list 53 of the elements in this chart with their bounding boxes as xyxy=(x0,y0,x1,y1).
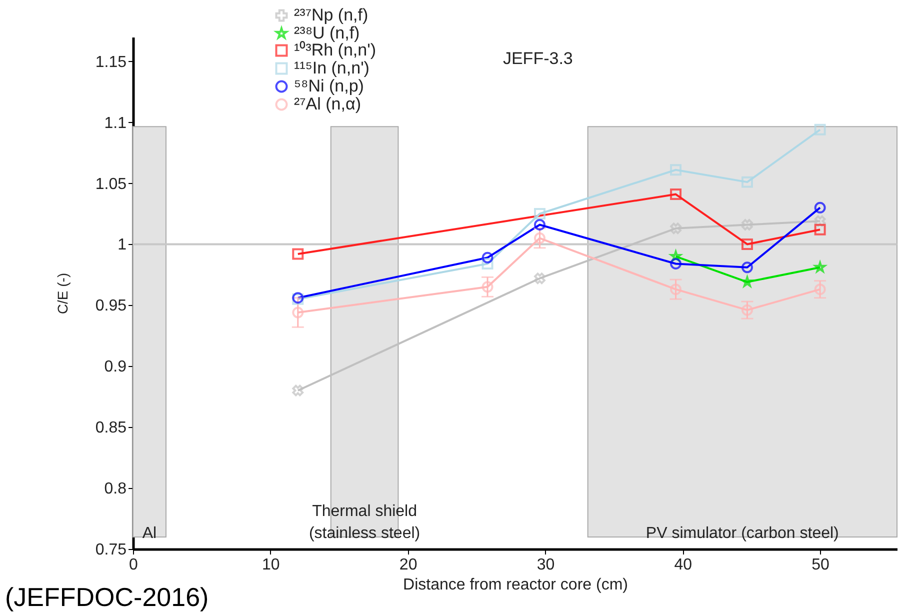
text: JEFF-3.3 xyxy=(502,49,573,68)
point xyxy=(670,258,682,270)
point xyxy=(670,188,682,200)
y-tick-label: 0.85 xyxy=(95,420,127,437)
point xyxy=(292,306,304,318)
point xyxy=(670,222,682,234)
point xyxy=(534,272,546,284)
legend-label: ²³⁷Np (n,f) xyxy=(294,6,368,24)
band-label: PV simulator (carbon steel) xyxy=(646,525,839,542)
point xyxy=(482,281,494,293)
point xyxy=(742,219,753,230)
x-tick-label: 30 xyxy=(536,556,555,574)
point xyxy=(814,224,826,236)
y-tick-label: 0.75 xyxy=(95,542,127,558)
x-tick-label: 50 xyxy=(812,556,830,574)
y-tick-label: 1 xyxy=(118,236,127,254)
legend-label: ²⁷Al (n,α) xyxy=(294,94,361,114)
legend-label: ⁵⁸Ni (n,p) xyxy=(294,76,364,96)
y-tick-label: 1.15 xyxy=(95,54,127,71)
point xyxy=(292,384,304,396)
legend-label: ²³⁸U (n,f) xyxy=(294,24,360,42)
point xyxy=(534,219,546,230)
point xyxy=(814,284,826,296)
point xyxy=(670,284,682,296)
point xyxy=(814,202,826,214)
y-tick-label: 0.8 xyxy=(104,480,127,498)
point xyxy=(482,258,494,270)
point xyxy=(741,238,753,250)
point xyxy=(814,124,826,136)
point xyxy=(670,164,682,176)
y-axis-title: C/E (-) xyxy=(54,272,70,314)
point xyxy=(534,208,546,220)
point xyxy=(482,252,494,264)
y-tick-label: 1.1 xyxy=(104,114,127,132)
y-tick-label: 0.9 xyxy=(104,358,127,376)
y-tick-label: 0.95 xyxy=(95,298,127,315)
x-tick-label: 0 xyxy=(129,556,138,574)
point xyxy=(741,262,753,274)
y-tick-label: 1.05 xyxy=(95,176,127,193)
band-label: Al xyxy=(142,525,157,542)
text: (JEFFDOC-2016) xyxy=(5,582,209,612)
legend-label: ¹¹⁵In (n,n') xyxy=(294,58,370,78)
x-tick-label: 40 xyxy=(674,556,692,574)
point xyxy=(292,248,304,260)
legend-label: ¹⁰³Rh (n,n') xyxy=(294,40,376,60)
band-label: Thermal shield (stainless steel) xyxy=(308,503,420,542)
point xyxy=(741,176,753,188)
x-tick-label: 10 xyxy=(262,556,280,574)
x-axis-title: Distance from reactor core (cm) xyxy=(403,576,628,594)
point xyxy=(741,304,753,316)
x-tick-label: 20 xyxy=(399,556,418,574)
point xyxy=(814,215,826,227)
point xyxy=(534,232,546,244)
